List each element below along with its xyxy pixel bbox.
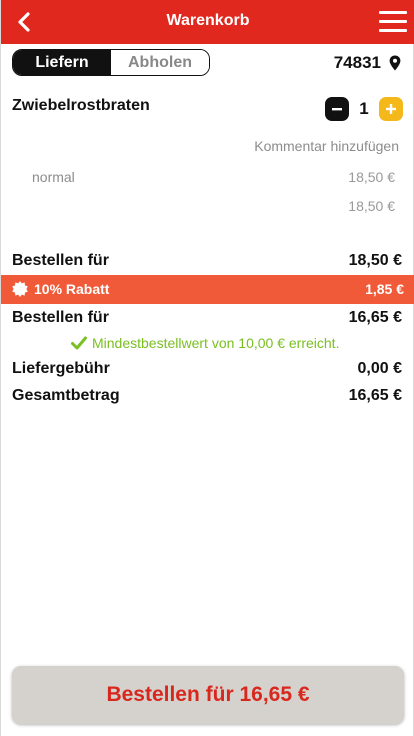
toggle-option-pickup[interactable]: Abholen <box>111 50 209 75</box>
minus-icon <box>332 108 342 111</box>
cart-item-name: Zwiebelrostbraten <box>12 97 150 114</box>
hamburger-menu-icon[interactable] <box>379 10 407 34</box>
quantity-value: 1 <box>359 99 369 118</box>
page-title: Warenkorb <box>166 12 250 29</box>
plus-icon <box>386 104 396 114</box>
discount-badge-icon <box>12 281 28 297</box>
decrease-quantity-button[interactable] <box>325 97 349 121</box>
discounted-subtotal-label: Bestellen für <box>12 309 109 326</box>
subtotal-value: 18,50 € <box>348 252 402 269</box>
discount-banner: 10% Rabatt 1,85 € <box>1 275 414 304</box>
location-zip[interactable]: 74831 <box>334 53 401 73</box>
item-total-price: 18,50 € <box>348 198 395 214</box>
discount-value: 1,85 € <box>365 281 404 297</box>
min-order-text: Mindestbestellwert von 10,00 € erreicht. <box>92 335 340 351</box>
delivery-mode-toggle: Liefern Abholen <box>12 49 210 76</box>
quantity-stepper: 1 <box>325 97 403 121</box>
map-pin-icon <box>389 55 401 71</box>
back-button[interactable] <box>11 9 37 35</box>
checkout-button[interactable]: Bestellen für 16,65 € <box>12 666 404 724</box>
subtotal-label: Bestellen für <box>12 252 109 269</box>
item-variant: normal <box>32 169 75 185</box>
zip-code: 74831 <box>333 53 381 72</box>
delivery-fee-value: 0,00 € <box>357 360 402 377</box>
app-header: Warenkorb <box>1 0 414 44</box>
subtotal-row: Bestellen für 18,50 € <box>12 252 402 270</box>
delivery-fee-row: Liefergebühr 0,00 € <box>12 360 402 378</box>
total-row: Gesamtbetrag 16,65 € <box>12 387 402 405</box>
total-label: Gesamtbetrag <box>12 387 120 404</box>
delivery-fee-label: Liefergebühr <box>12 360 110 377</box>
discounted-subtotal-value: 16,65 € <box>348 309 402 326</box>
discounted-subtotal-row: Bestellen für 16,65 € <box>12 309 402 327</box>
toggle-option-delivery[interactable]: Liefern <box>13 50 111 75</box>
min-order-note: Mindestbestellwert von 10,00 € erreicht. <box>71 335 339 351</box>
chevron-left-icon <box>18 12 30 32</box>
discount-label: 10% Rabatt <box>34 281 110 297</box>
total-value: 16,65 € <box>348 387 402 404</box>
add-comment-link[interactable]: Kommentar hinzufügen <box>254 138 399 154</box>
increase-quantity-button[interactable] <box>379 97 403 121</box>
checkmark-icon <box>71 336 87 350</box>
variant-price: 18,50 € <box>348 169 395 185</box>
